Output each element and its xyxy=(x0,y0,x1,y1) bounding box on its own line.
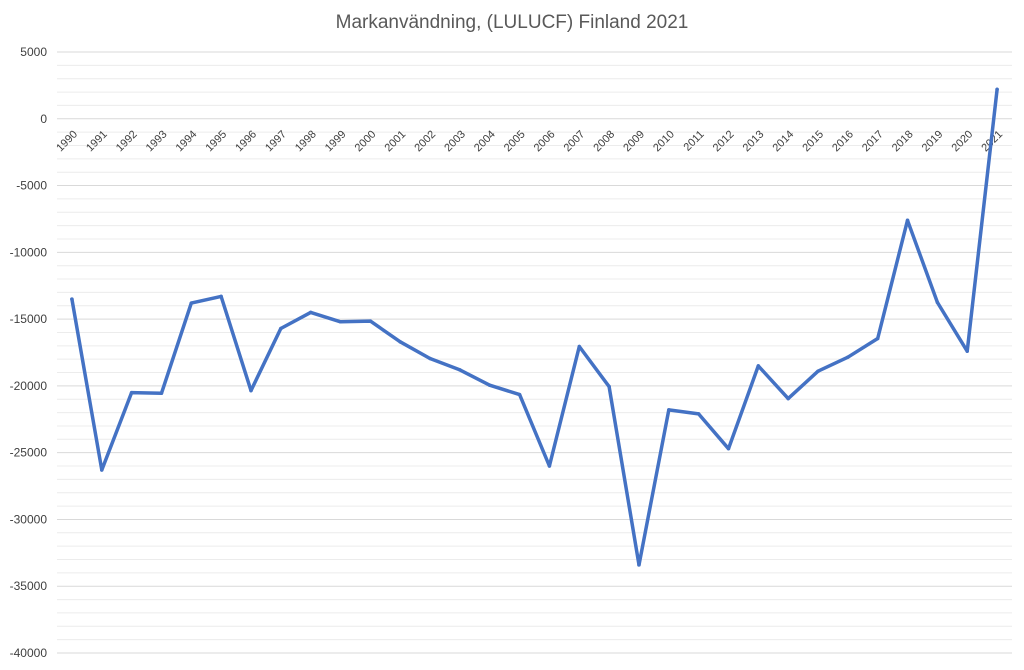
data-point xyxy=(487,383,492,387)
data-point xyxy=(189,301,194,305)
chart-title: Markanvändning, (LULUCF) Finland 2021 xyxy=(336,12,689,33)
y-axis: 5000 0 -5000 -10000 -15000 -20000 -25000 -30000… xyxy=(10,45,48,660)
data-point xyxy=(786,396,790,401)
data-point xyxy=(846,355,850,359)
data-point xyxy=(428,356,432,361)
data-point xyxy=(219,294,223,299)
y-tick-label: 0 xyxy=(40,112,47,126)
series-line xyxy=(70,87,999,567)
y-tick-label: -10000 xyxy=(10,245,48,259)
data-point xyxy=(458,368,462,372)
data-point xyxy=(905,218,910,223)
y-tick-label: -5000 xyxy=(16,179,47,193)
y-tick-label: -25000 xyxy=(10,446,48,460)
data-point xyxy=(517,392,522,397)
data-point xyxy=(667,408,671,412)
data-point xyxy=(726,446,731,451)
y-tick-label: -35000 xyxy=(10,579,48,593)
data-point xyxy=(816,369,820,373)
y-tick-label: -20000 xyxy=(10,379,48,393)
data-point xyxy=(547,464,552,468)
data-point xyxy=(100,468,104,472)
data-point xyxy=(935,300,940,305)
data-point xyxy=(129,390,134,395)
y-tick-label: -40000 xyxy=(10,646,48,660)
data-point xyxy=(607,384,611,389)
data-point xyxy=(338,320,343,324)
data-point xyxy=(756,364,761,368)
data-point xyxy=(637,563,641,567)
data-point xyxy=(696,412,701,416)
data-point xyxy=(965,349,969,353)
data-point xyxy=(279,326,283,331)
data-point xyxy=(995,87,999,92)
y-tick-label: -15000 xyxy=(10,312,48,326)
data-point xyxy=(368,319,373,323)
series-layer xyxy=(70,87,999,567)
data-point xyxy=(70,297,74,301)
data-point xyxy=(398,340,402,344)
gridlines xyxy=(57,51,1012,654)
y-tick-label: -30000 xyxy=(10,512,48,526)
data-point xyxy=(308,310,313,315)
y-tick-label: 5000 xyxy=(20,45,47,59)
data-point xyxy=(249,388,253,393)
data-point xyxy=(577,344,582,349)
data-point xyxy=(159,391,164,395)
data-point xyxy=(875,336,880,341)
